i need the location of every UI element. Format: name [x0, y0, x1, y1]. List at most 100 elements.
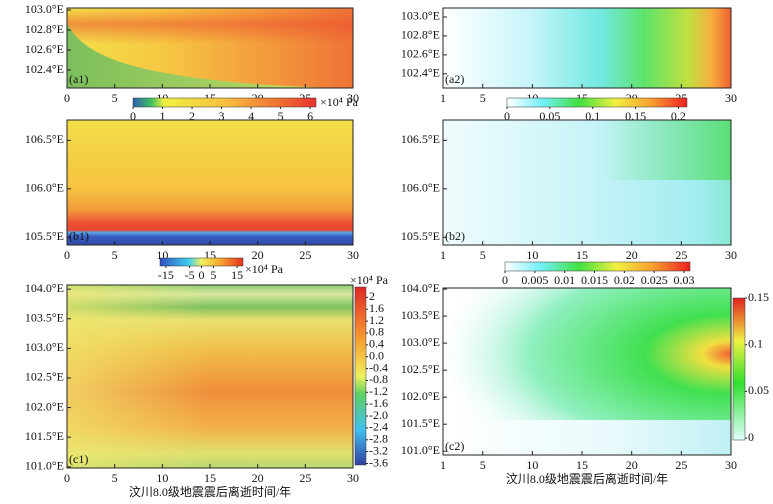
- y-tick-label: 103.5°E: [25, 311, 64, 325]
- colorbar-tick-label: 0.8: [369, 325, 384, 339]
- colorbar-tick-label: 2: [369, 289, 375, 303]
- x-tick-label: 15: [204, 471, 216, 485]
- x-tick-label: 1: [440, 248, 446, 262]
- y-tick-label: 102.0°E: [401, 389, 440, 403]
- x-tick-label: 20: [252, 471, 264, 485]
- y-tick-label: 101.5°E: [25, 429, 64, 443]
- y-tick-label: 104.0°E: [25, 281, 64, 295]
- colorbar-tick-label: -1.6: [369, 396, 388, 410]
- colorbar-tick-label: 0: [199, 268, 205, 282]
- colorbar-tick-label: -3.2: [369, 443, 388, 457]
- x-tick-label: 25: [299, 471, 311, 485]
- y-tick-label: 103.0°E: [401, 9, 440, 23]
- colorbar-tick-label: -0.4: [369, 360, 388, 374]
- plot-frame: [442, 7, 732, 89]
- colorbar-tick-label: -5: [185, 268, 195, 282]
- x-tick-label: 10: [526, 458, 538, 472]
- y-tick-label: 105.5°E: [401, 229, 440, 243]
- panel-label: (a1): [69, 72, 88, 86]
- colorbar-tick-label: 0.2: [671, 109, 686, 123]
- colorbar-tick-label: 0.02: [614, 273, 635, 287]
- x-tick-label: 30: [725, 458, 737, 472]
- colorbar-tick-label: 0: [504, 109, 510, 123]
- y-tick-label: 106.5°E: [401, 132, 440, 146]
- heatmap-b2-green: [600, 120, 731, 180]
- x-tick-label: 30: [725, 91, 737, 105]
- y-tick-label: 102.6°E: [25, 42, 64, 56]
- colorbar-tick-label: 3: [219, 109, 225, 123]
- y-tick-label: 102.4°E: [401, 66, 440, 80]
- y-tick-label: 102.8°E: [401, 28, 440, 42]
- colorbar-tick-label: 0.15: [625, 109, 646, 123]
- colorbar-tick-label: -2.4: [369, 420, 388, 434]
- heatmaps: [67, 8, 731, 468]
- colorbar-unit: ×10⁴ Pa: [320, 95, 359, 109]
- colorbar-tick-label: 0.03: [674, 273, 695, 287]
- colorbar: [132, 97, 317, 108]
- colorbar-tick-label: -2.0: [369, 408, 388, 422]
- x-tick-label: 15: [576, 248, 588, 262]
- colorbar-unit: ×10⁴ Pa: [350, 273, 389, 287]
- colorbar-tick-label: 0.0: [369, 348, 384, 362]
- y-tick-label: 104.0°E: [401, 281, 440, 295]
- y-tick-label: 106.0°E: [401, 181, 440, 195]
- colorbar-tick-label: 1.2: [369, 313, 384, 327]
- colorbar-tick-label: 15: [231, 268, 243, 282]
- x-tick-label: 0: [64, 248, 70, 262]
- colorbar-tick-label: -3.6: [369, 455, 388, 469]
- y-tick-label: 101.5°E: [401, 416, 440, 430]
- x-tick-label: 0: [64, 471, 70, 485]
- colorbar-tick-label: 6: [307, 109, 313, 123]
- colorbar-tick-label: 0.4: [369, 337, 384, 351]
- x-tick-label: 30: [347, 471, 359, 485]
- colorbar-tick-label: 0.1: [748, 336, 763, 350]
- colorbar: [732, 297, 746, 441]
- colorbar-tick-label: 0.01: [554, 273, 575, 287]
- panel-label: (b1): [69, 229, 89, 243]
- heatmap-c1-overlay: [67, 285, 353, 468]
- x-tick-label: 20: [626, 458, 638, 472]
- x-tick-label: 5: [112, 91, 118, 105]
- y-tick-label: 102.0°E: [25, 399, 64, 413]
- colorbar-tick-label: 0: [748, 430, 754, 444]
- y-tick-label: 102.8°E: [25, 22, 64, 36]
- x-tick-label: 1: [440, 458, 446, 472]
- colorbar: [506, 97, 688, 108]
- colorbar-tick-label: 5: [278, 109, 284, 123]
- y-tick-label: 102.5°E: [401, 362, 440, 376]
- x-tick-label: 25: [299, 248, 311, 262]
- x-tick-label: 30: [347, 91, 359, 105]
- x-tick-label: 25: [675, 248, 687, 262]
- colorbar: [354, 286, 367, 466]
- x-tick-label: 15: [576, 458, 588, 472]
- plot-frame: [442, 119, 732, 246]
- x-tick-label: 30: [347, 248, 359, 262]
- plot-frame: [442, 287, 732, 456]
- colorbar-tick-label: -0.8: [369, 372, 388, 386]
- y-tick-label: 102.4°E: [25, 62, 64, 76]
- y-tick-label: 105.5°E: [25, 229, 64, 243]
- y-tick-label: 103.0°E: [401, 335, 440, 349]
- colorbar-unit: ×10⁴ Pa: [245, 262, 284, 276]
- y-tick-label: 101.0°E: [401, 443, 440, 457]
- colorbar: [159, 257, 244, 267]
- heatmap-a1-wedge: [67, 22, 340, 88]
- colorbar-tick-label: 0.025: [641, 273, 668, 287]
- x-tick-label: 20: [252, 248, 264, 262]
- colorbar-tick-label: 1: [160, 109, 166, 123]
- panel-label: (c1): [69, 452, 88, 466]
- panel-label: (b2): [445, 229, 465, 243]
- colorbar-tick-label: 0: [502, 273, 508, 287]
- heatmap-c2-band: [443, 288, 731, 420]
- x-tick-label: 1: [440, 91, 446, 105]
- colorbar-tick-label: 0.05: [748, 383, 769, 397]
- y-tick-label: 103.0°E: [25, 2, 64, 16]
- y-tick-label: 103.5°E: [401, 308, 440, 322]
- heatmap-b1: [67, 120, 353, 245]
- x-tick-label: 0: [64, 91, 70, 105]
- x-tick-label: 20: [626, 248, 638, 262]
- x-tick-label: 10: [156, 471, 168, 485]
- x-tick-label: 5: [480, 458, 486, 472]
- y-tick-label: 102.6°E: [401, 47, 440, 61]
- colorbar-tick-label: 2: [189, 109, 195, 123]
